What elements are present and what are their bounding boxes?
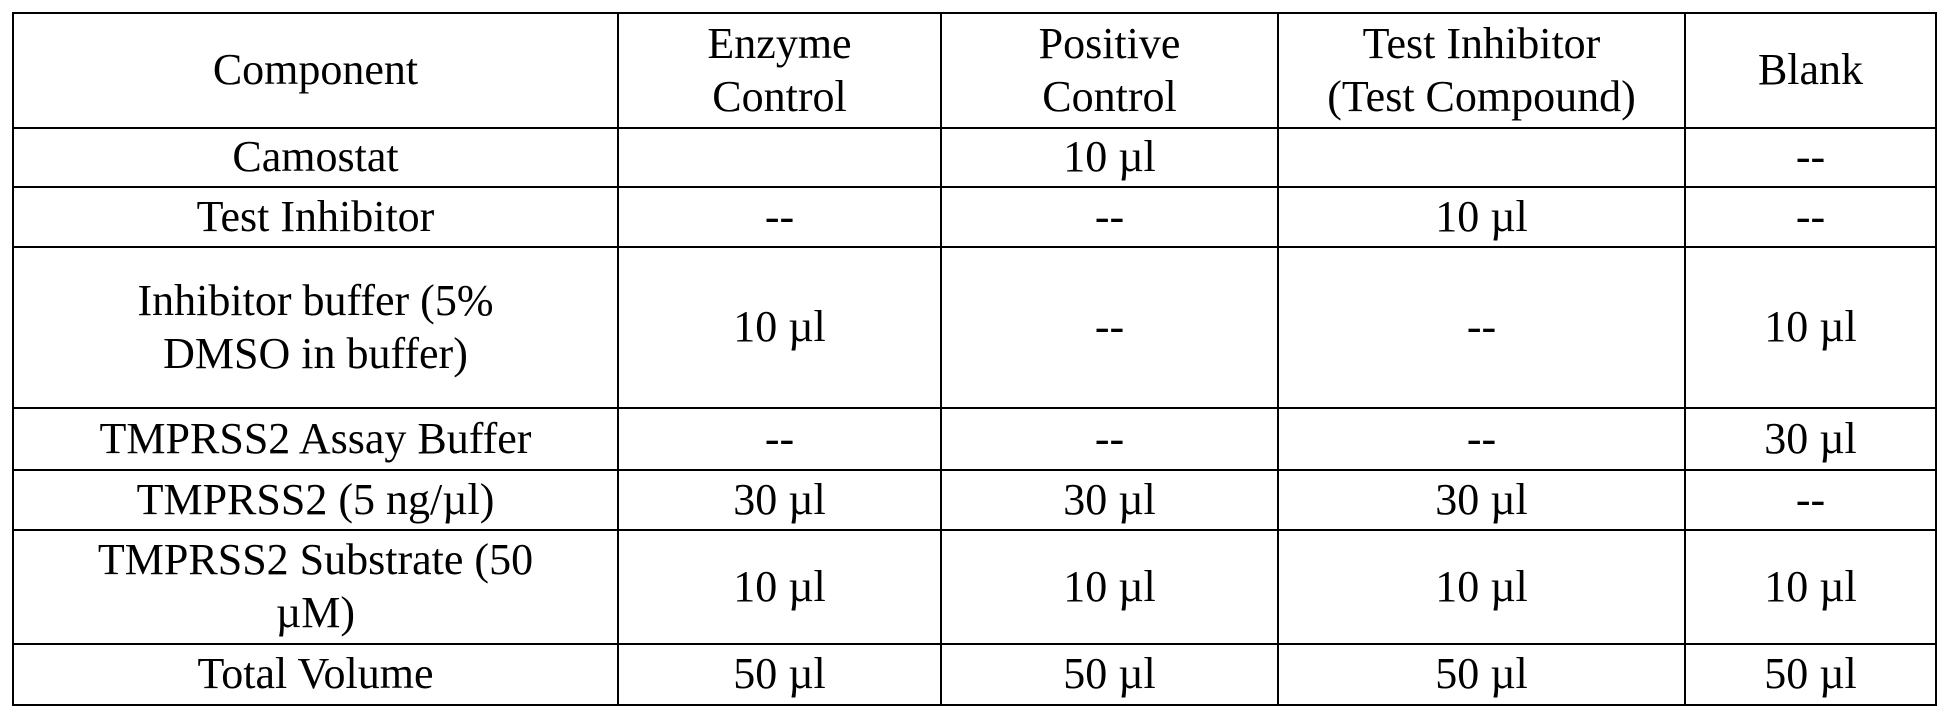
row-label: TMPRSS2 (5 ng/µl) [13,470,618,530]
table-row: Camostat 10 µl -- [13,128,1936,187]
table-cell: -- [618,187,941,247]
header-cell: Component [13,13,618,128]
row-label: Total Volume [13,644,618,705]
table-cell: 10 µl [618,530,941,644]
table-cell: 50 µl [618,644,941,705]
table-cell: -- [941,187,1278,247]
header-cell: Test Inhibitor (Test Compound) [1278,13,1685,128]
table-row: Inhibitor buffer (5% DMSO in buffer)10 µ… [13,247,1936,408]
table-cell: -- [941,408,1278,470]
row-label: Camostat [13,128,618,187]
table-cell: 30 µl [941,470,1278,530]
table-cell: -- [1278,247,1685,408]
table-row: TMPRSS2 Substrate (50 µM)10 µl10 µl10 µl… [13,530,1936,644]
table-cell: -- [1685,470,1936,530]
table-cell: 50 µl [1278,644,1685,705]
header-cell: Positive Control [941,13,1278,128]
table-cell: 30 µl [1278,470,1685,530]
table-cell: 50 µl [1685,644,1936,705]
table-cell: 10 µl [941,128,1278,187]
table-cell: -- [1685,128,1936,187]
table-cell: -- [1278,408,1685,470]
table-cell: 10 µl [618,247,941,408]
table-row: Total Volume50 µl50 µl50 µl50 µl [13,644,1936,705]
header-cell: Enzyme Control [618,13,941,128]
table-cell: 10 µl [1685,530,1936,644]
header-cell: Blank [1685,13,1936,128]
row-label: Inhibitor buffer (5% DMSO in buffer) [13,247,618,408]
table-cell: 10 µl [1278,187,1685,247]
table-cell: 30 µl [618,470,941,530]
table-cell [1278,128,1685,187]
table-cell: 10 µl [941,530,1278,644]
table-row: TMPRSS2 Assay Buffer------30 µl [13,408,1936,470]
row-label: Test Inhibitor [13,187,618,247]
table-cell: -- [1685,187,1936,247]
row-label: TMPRSS2 Assay Buffer [13,408,618,470]
row-label: TMPRSS2 Substrate (50 µM) [13,530,618,644]
table-cell: 30 µl [1685,408,1936,470]
table-cell [618,128,941,187]
table-cell: 50 µl [941,644,1278,705]
table-cell: 10 µl [1685,247,1936,408]
table: ComponentEnzyme ControlPositive ControlT… [12,12,1937,706]
table-cell: -- [941,247,1278,408]
table-cell: -- [618,408,941,470]
header-row: ComponentEnzyme ControlPositive ControlT… [13,13,1936,128]
table-row: Test Inhibitor----10 µl-- [13,187,1936,247]
table-row: TMPRSS2 (5 ng/µl)30 µl30 µl30 µl-- [13,470,1936,530]
table-cell: 10 µl [1278,530,1685,644]
